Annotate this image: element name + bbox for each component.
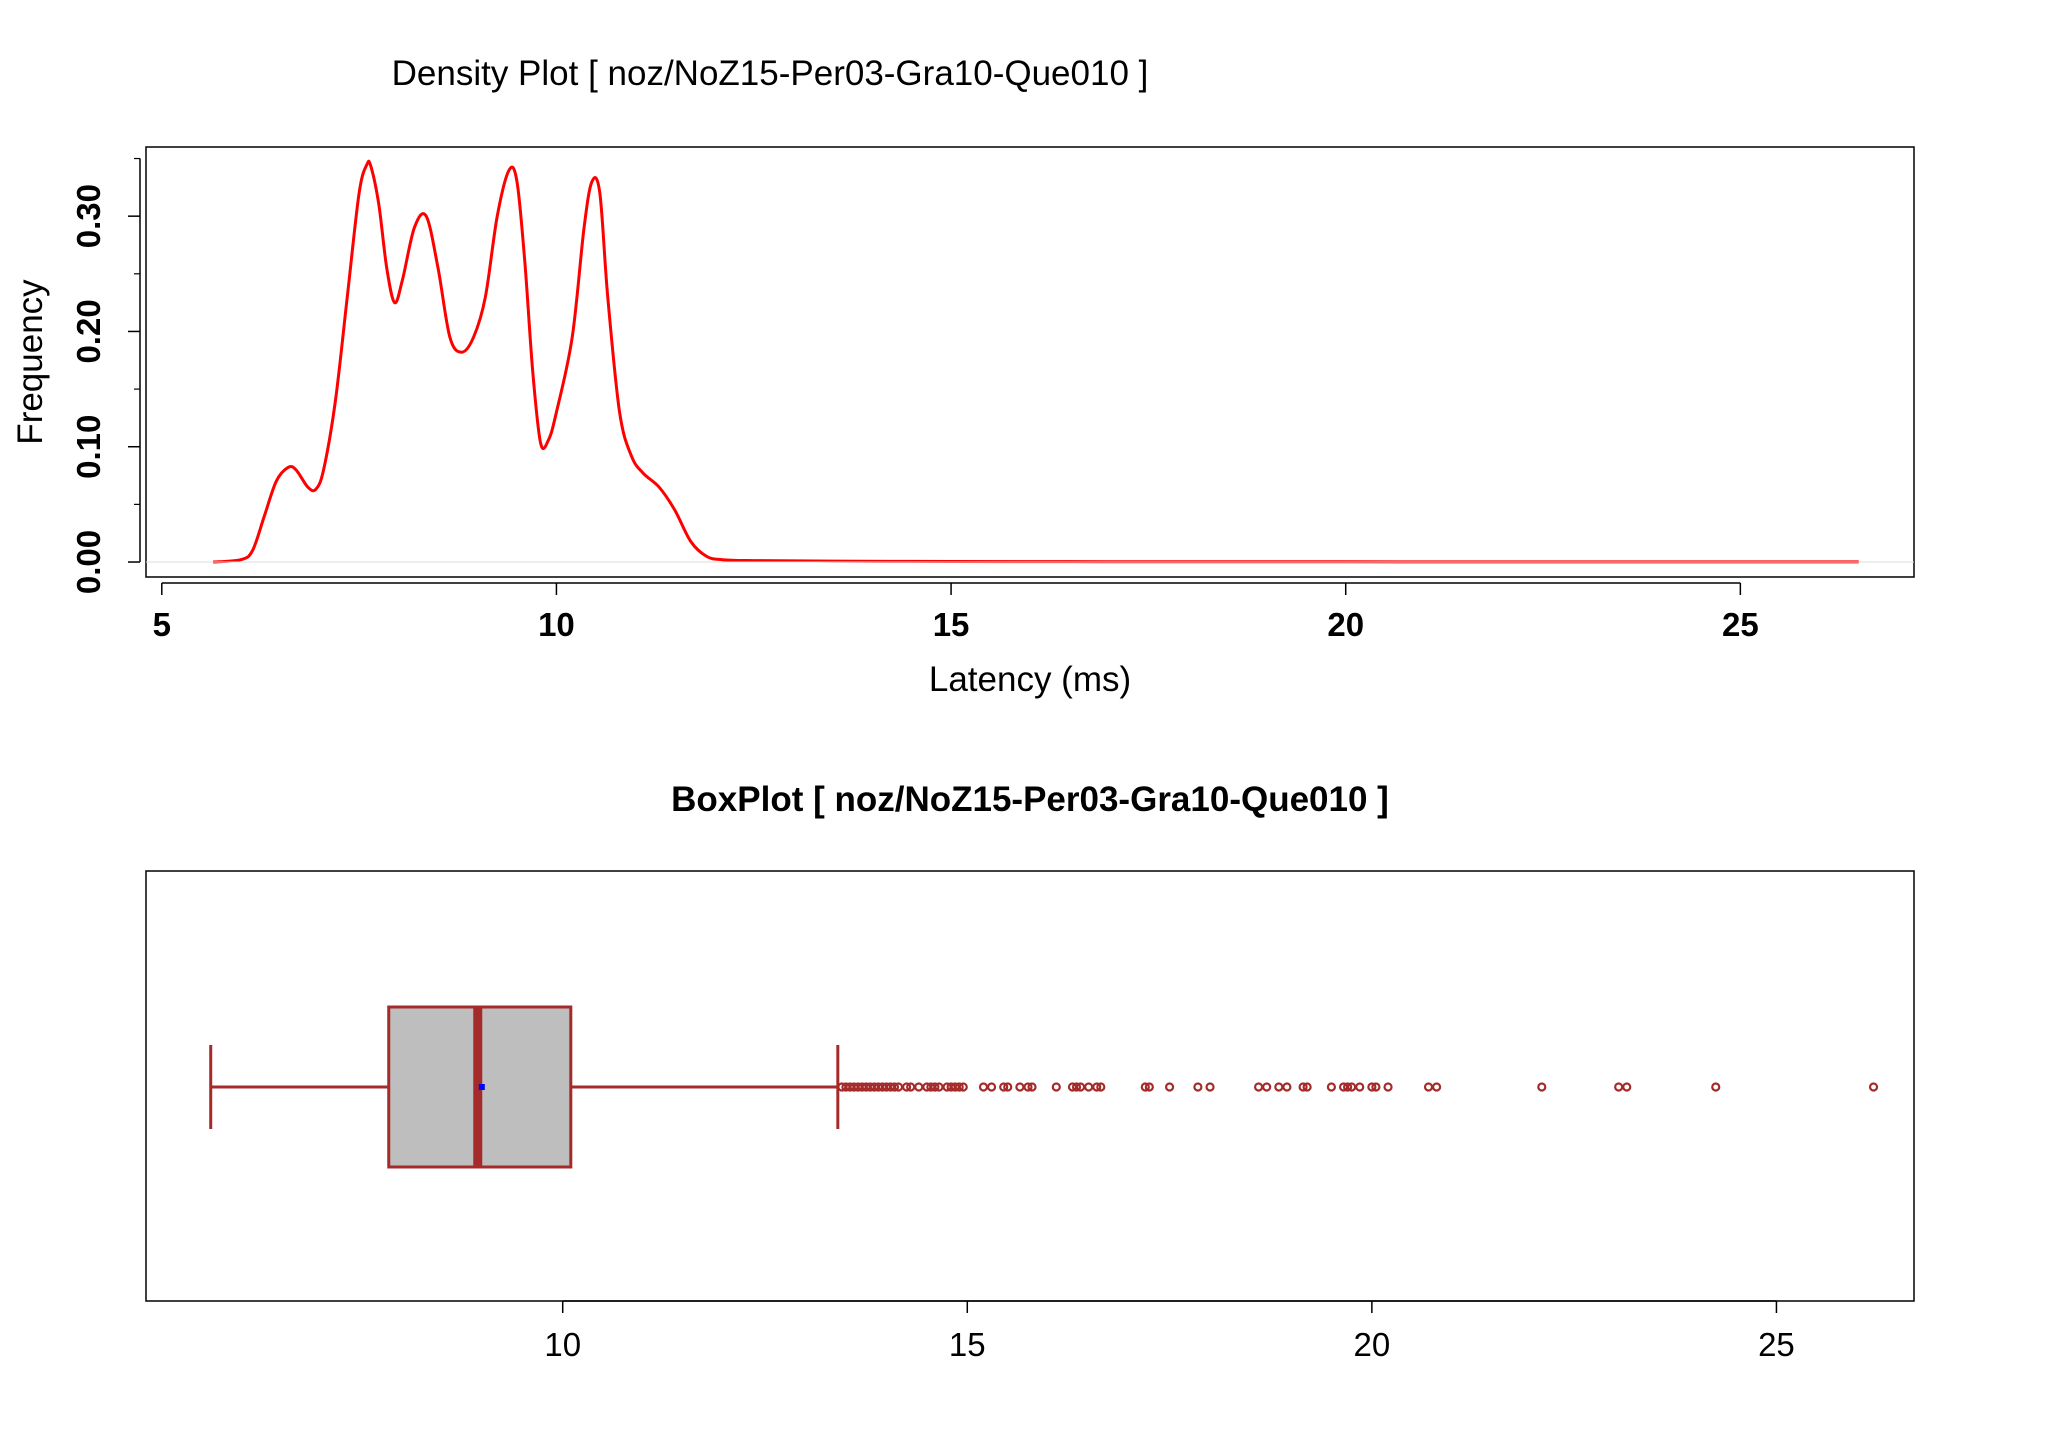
box-outlier xyxy=(1622,1082,1632,1092)
density-y-tick-label: 0.20 xyxy=(70,299,107,363)
density-y-label: Frequency xyxy=(11,279,50,445)
box-outlier xyxy=(1144,1082,1154,1092)
box-outlier xyxy=(902,1082,912,1092)
box-outlier xyxy=(1342,1082,1353,1092)
box-outlier xyxy=(1274,1082,1284,1092)
density-y-tick-label: 0.10 xyxy=(70,415,107,479)
box-outlier xyxy=(1253,1082,1264,1092)
box-outlier xyxy=(978,1082,989,1092)
density-y-axis: 0.00 0.10 0.20 0.30 xyxy=(70,157,141,594)
density-title: Density Plot [ noz/NoZ15-Per03-Gra10-Que… xyxy=(392,54,1149,93)
box-panel: BoxPlot [ noz/NoZ15-Per03-Gra10-Que010 ]… xyxy=(145,780,1915,1363)
box-outlier xyxy=(1262,1082,1272,1092)
box-x-axis: 10 15 20 25 xyxy=(544,1300,1795,1363)
density-x-tick-label: 15 xyxy=(933,606,970,643)
box-outlier xyxy=(1015,1082,1025,1092)
box-outlier xyxy=(1023,1082,1033,1092)
box-outlier xyxy=(1371,1082,1381,1092)
box-outlier xyxy=(999,1082,1009,1092)
box-outlier xyxy=(1326,1082,1337,1092)
density-plot-frame xyxy=(145,146,1915,578)
box-outlier xyxy=(1071,1082,1082,1092)
box-x-tick-label: 25 xyxy=(1758,1326,1795,1363)
box-outlier xyxy=(1868,1082,1879,1092)
box-mean-marker xyxy=(478,1084,485,1090)
box-outlier xyxy=(1537,1082,1547,1092)
box-outlier xyxy=(930,1082,940,1092)
box-outlier xyxy=(1383,1082,1393,1092)
density-x-tick-label: 5 xyxy=(153,606,171,643)
box-outlier xyxy=(954,1082,964,1092)
density-y-tick-label: 0.30 xyxy=(70,184,107,248)
box-outlier xyxy=(1003,1082,1013,1092)
box-x-tick-label: 15 xyxy=(949,1326,986,1363)
box-outlier xyxy=(958,1082,968,1092)
box-outlier xyxy=(1367,1082,1377,1092)
box-outlier xyxy=(1302,1082,1312,1092)
box-marks xyxy=(209,1005,1879,1169)
box-outlier xyxy=(1298,1082,1308,1092)
box-outlier xyxy=(1193,1082,1203,1092)
density-x-tick-label: 10 xyxy=(538,606,575,643)
box-outlier xyxy=(1355,1082,1365,1092)
box-outlier xyxy=(1092,1082,1102,1092)
box-outlier xyxy=(1084,1082,1094,1092)
box-outlier xyxy=(1282,1082,1292,1092)
box-x-tick-label: 10 xyxy=(544,1326,581,1363)
density-line xyxy=(212,159,1859,564)
box-outlier xyxy=(1205,1082,1215,1092)
box-outlier xyxy=(1711,1082,1721,1092)
box-outlier xyxy=(1431,1082,1442,1092)
box-outlier xyxy=(986,1082,997,1092)
box-outlier xyxy=(1164,1082,1175,1092)
density-x-tick-label: 25 xyxy=(1722,606,1759,643)
box-x-tick-label: 20 xyxy=(1354,1326,1391,1363)
density-x-label: Latency (ms) xyxy=(929,660,1131,699)
density-x-tick-label: 20 xyxy=(1327,606,1364,643)
box-title: BoxPlot [ noz/NoZ15-Per03-Gra10-Que010 ] xyxy=(671,780,1389,819)
box-outlier xyxy=(1051,1082,1061,1092)
box-outlier xyxy=(1614,1082,1624,1092)
box-outlier xyxy=(1096,1082,1106,1092)
box-outlier xyxy=(889,1082,900,1092)
box-outlier xyxy=(1027,1082,1037,1092)
density-panel: Density Plot [ noz/NoZ15-Per03-Gra10-Que… xyxy=(11,54,1915,699)
box-outlier xyxy=(914,1082,924,1092)
box-outlier xyxy=(1423,1082,1434,1092)
density-x-axis: 5 10 15 20 25 xyxy=(153,582,1759,643)
box-outlier xyxy=(1140,1082,1150,1092)
density-y-tick-label: 0.00 xyxy=(70,530,107,594)
